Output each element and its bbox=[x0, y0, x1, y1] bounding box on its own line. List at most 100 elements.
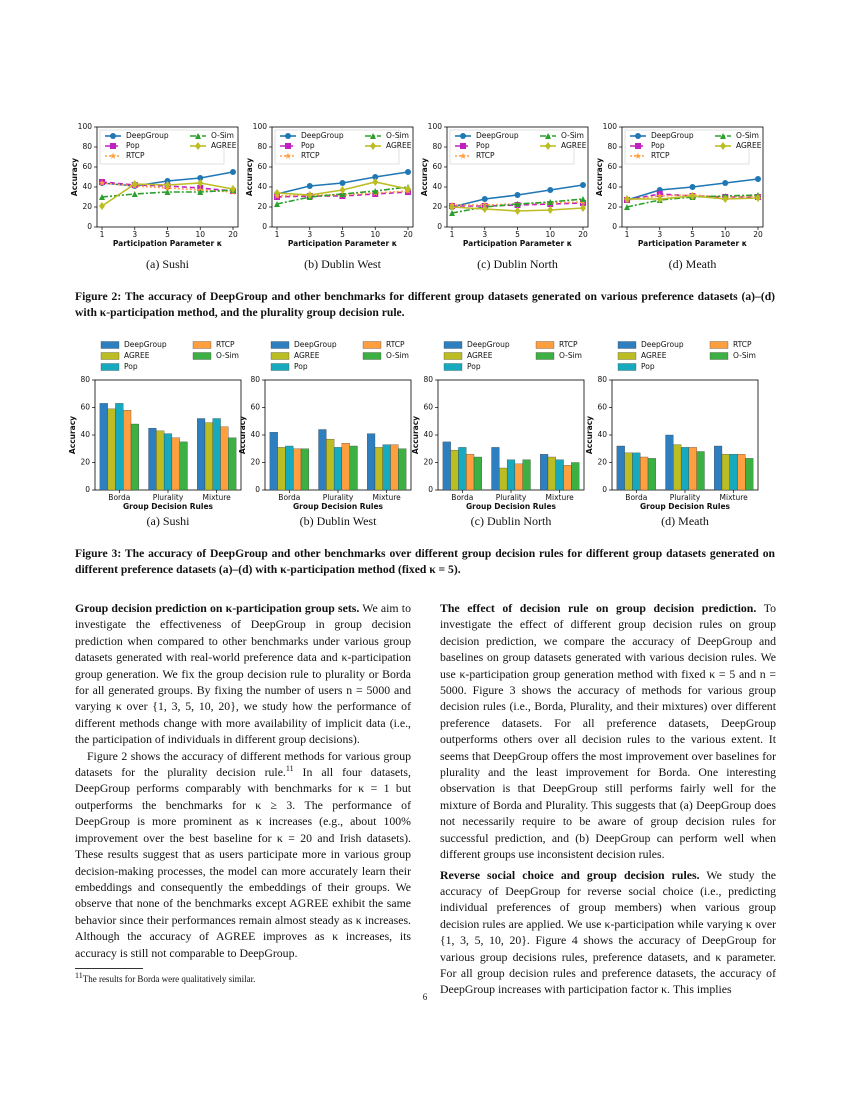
bar bbox=[499, 467, 508, 491]
marker bbox=[722, 180, 729, 186]
x-tick-label: Borda bbox=[278, 493, 300, 502]
y-tick-label: 20 bbox=[432, 202, 442, 211]
y-axis-label: Accuracy bbox=[70, 158, 79, 196]
bar bbox=[156, 430, 165, 491]
legend-label: AGREE bbox=[736, 141, 762, 150]
bar bbox=[107, 408, 116, 491]
legend-swatch bbox=[617, 352, 637, 360]
paragraph-text: Figure 2 shows the accuracy of different… bbox=[75, 748, 411, 780]
y-tick-label: 100 bbox=[253, 122, 268, 131]
bar bbox=[624, 452, 633, 491]
y-tick-label: 60 bbox=[80, 403, 90, 412]
paragraph-heading: Reverse social choice and group decision… bbox=[440, 867, 700, 882]
paragraph-text: We study the accuracy of DeepGroup for r… bbox=[440, 867, 776, 997]
marker bbox=[405, 169, 411, 175]
marker bbox=[372, 174, 379, 180]
y-tick-label: 20 bbox=[423, 458, 433, 467]
y-axis-label: Accuracy bbox=[68, 416, 77, 454]
bar bbox=[277, 447, 286, 491]
legend-label: AGREE bbox=[561, 141, 587, 150]
legend-swatch bbox=[443, 352, 463, 360]
bar bbox=[398, 448, 407, 491]
legend-label: Pop bbox=[641, 362, 655, 371]
bar bbox=[285, 445, 294, 491]
legend-label: DeepGroup bbox=[467, 340, 510, 349]
bar bbox=[450, 449, 459, 491]
y-tick-label: 0 bbox=[437, 222, 442, 231]
y-tick-label: 80 bbox=[597, 375, 607, 384]
marker bbox=[720, 142, 726, 150]
marker bbox=[405, 185, 411, 193]
y-tick-label: 0 bbox=[85, 485, 90, 494]
subcaption: (c) Dublin North bbox=[471, 514, 552, 528]
bar bbox=[220, 426, 229, 491]
x-tick-label: Borda bbox=[451, 493, 473, 502]
x-tick-label: 5 bbox=[515, 230, 520, 239]
right-column: The effect of decision rule on group dec… bbox=[440, 600, 776, 998]
y-tick-label: 100 bbox=[603, 122, 618, 131]
marker bbox=[230, 185, 236, 193]
legend-label: O-Sim bbox=[216, 351, 239, 360]
page-number: 6 bbox=[422, 992, 428, 1002]
bar bbox=[212, 418, 221, 491]
legend-label: Pop bbox=[294, 362, 308, 371]
marker bbox=[339, 186, 346, 194]
x-axis-label: Group Decision Rules bbox=[640, 502, 731, 511]
y-tick-label: 20 bbox=[82, 202, 92, 211]
y-tick-label: 0 bbox=[262, 222, 267, 231]
marker bbox=[720, 133, 726, 139]
legend-label: O-Sim bbox=[386, 131, 409, 140]
marker bbox=[580, 196, 586, 202]
bar bbox=[547, 456, 556, 491]
legend-swatch bbox=[270, 341, 290, 349]
y-tick-label: 0 bbox=[612, 222, 617, 231]
marker bbox=[547, 187, 554, 193]
marker bbox=[372, 188, 379, 194]
left-column: Group decision prediction on κ-participa… bbox=[75, 600, 411, 961]
x-tick-label: 3 bbox=[482, 230, 487, 239]
marker bbox=[689, 184, 696, 190]
marker bbox=[460, 133, 466, 139]
figure-caption: Figure 2: The accuracy of DeepGroup and … bbox=[75, 290, 775, 319]
x-tick-label: 10 bbox=[545, 230, 555, 239]
marker bbox=[449, 203, 455, 211]
legend-swatch bbox=[192, 352, 212, 360]
bar bbox=[442, 441, 451, 491]
footnote-text: The results for Borda were qualitatively… bbox=[82, 974, 256, 984]
bar bbox=[696, 451, 705, 491]
x-tick-label: 1 bbox=[100, 230, 105, 239]
marker bbox=[306, 183, 313, 189]
y-tick-label: 0 bbox=[255, 485, 260, 494]
marker bbox=[547, 199, 554, 205]
legend-label: RTCP bbox=[476, 151, 495, 160]
legend-swatch bbox=[270, 363, 290, 371]
x-tick-label: Plurality bbox=[153, 493, 184, 502]
bar bbox=[688, 447, 697, 491]
bar bbox=[99, 403, 108, 491]
y-tick-label: 40 bbox=[80, 430, 90, 439]
bar bbox=[473, 456, 482, 491]
x-tick-label: Borda bbox=[625, 493, 647, 502]
y-axis-label: Accuracy bbox=[238, 416, 247, 454]
legend-label: Pop bbox=[651, 141, 665, 150]
legend-label: O-Sim bbox=[211, 131, 234, 140]
bar bbox=[563, 465, 572, 491]
paragraph: The effect of decision rule on group dec… bbox=[440, 600, 776, 863]
marker bbox=[370, 133, 376, 139]
bar bbox=[349, 445, 358, 491]
paragraph: Reverse social choice and group decision… bbox=[440, 867, 776, 998]
marker bbox=[274, 189, 280, 197]
legend-label: DeepGroup bbox=[651, 131, 694, 140]
x-tick-label: 20 bbox=[228, 230, 238, 239]
marker bbox=[110, 143, 116, 149]
x-tick-label: 10 bbox=[370, 230, 380, 239]
y-tick-label: 60 bbox=[423, 403, 433, 412]
marker bbox=[197, 189, 204, 195]
bar bbox=[204, 422, 213, 491]
bar bbox=[555, 459, 564, 491]
x-tick-label: Mixture bbox=[203, 493, 232, 502]
bar bbox=[616, 445, 625, 491]
x-tick-label: Mixture bbox=[546, 493, 575, 502]
bar bbox=[466, 454, 475, 491]
